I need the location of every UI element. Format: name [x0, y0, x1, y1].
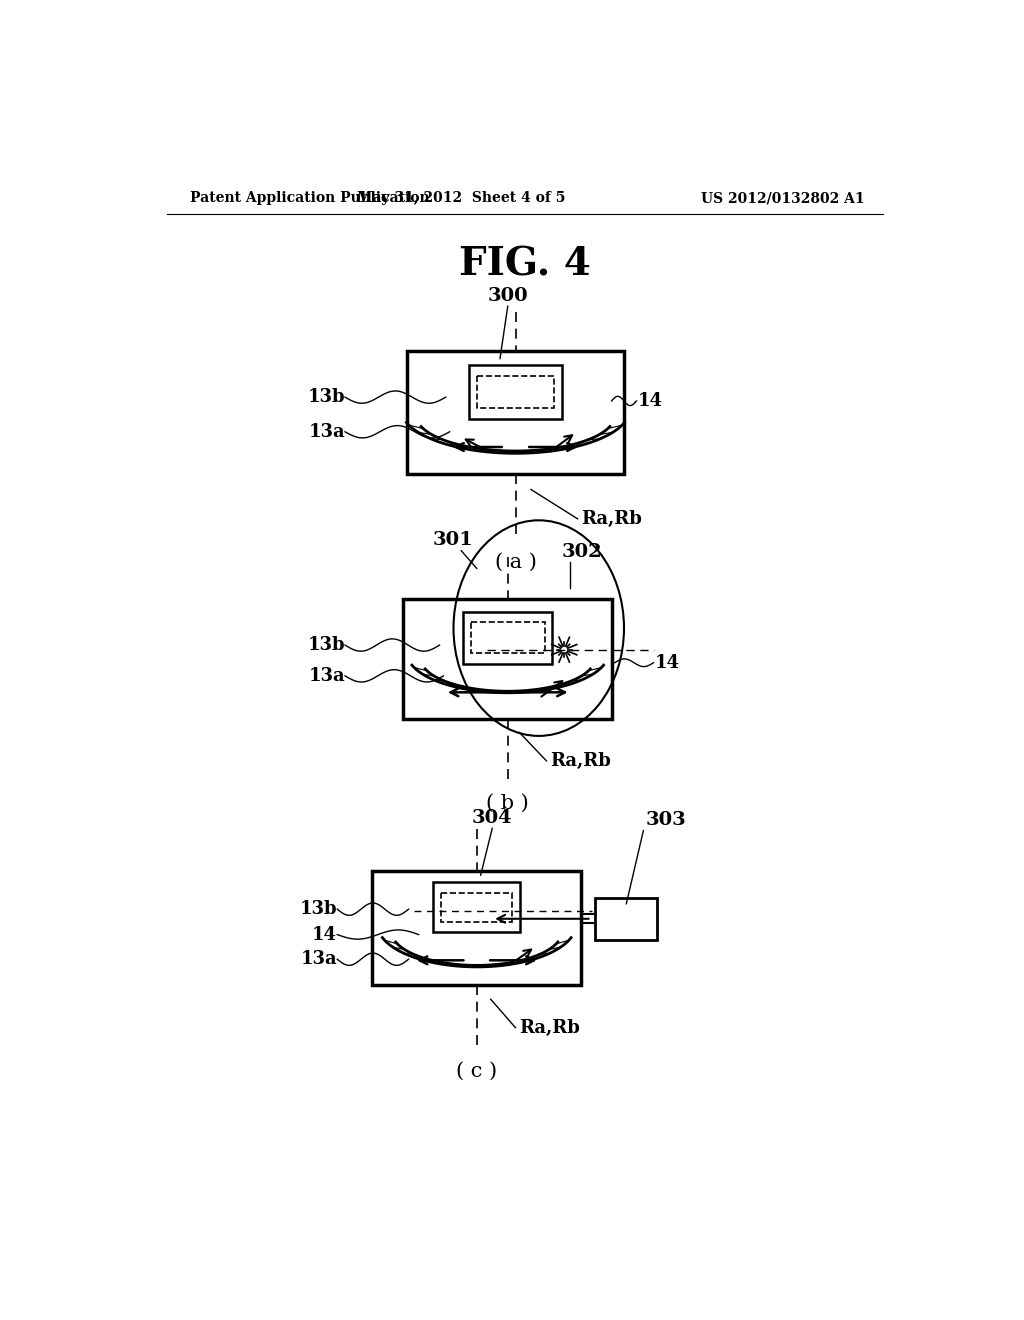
Text: 300: 300: [487, 286, 528, 305]
Bar: [403, 599, 612, 718]
Text: 13b: 13b: [307, 636, 345, 653]
Text: Ra,Rb: Ra,Rb: [550, 752, 611, 770]
Text: ( c ): ( c ): [456, 1063, 498, 1081]
Text: 13a: 13a: [308, 667, 345, 685]
Text: 13a: 13a: [301, 950, 337, 968]
Text: 13b: 13b: [307, 388, 345, 407]
Bar: [372, 871, 582, 985]
Bar: [595, 898, 657, 940]
Text: 304: 304: [472, 809, 513, 826]
Text: 14: 14: [638, 392, 663, 411]
Text: 13b: 13b: [300, 900, 337, 919]
Text: 302: 302: [562, 543, 603, 561]
Bar: [407, 351, 624, 474]
Bar: [441, 892, 512, 921]
Text: 303: 303: [646, 810, 686, 829]
Text: ( b ): ( b ): [486, 793, 529, 813]
Text: Patent Application Publication: Patent Application Publication: [190, 191, 430, 206]
Text: US 2012/0132802 A1: US 2012/0132802 A1: [700, 191, 864, 206]
Text: 14: 14: [655, 653, 680, 672]
Text: FIG. 4: FIG. 4: [459, 246, 591, 284]
Text: May 31, 2012  Sheet 4 of 5: May 31, 2012 Sheet 4 of 5: [357, 191, 565, 206]
Bar: [477, 376, 554, 408]
Text: Ra,Rb: Ra,Rb: [582, 510, 642, 528]
Bar: [471, 622, 545, 653]
Text: 13a: 13a: [308, 422, 345, 441]
Text: 14: 14: [312, 925, 337, 944]
Bar: [469, 364, 562, 418]
Bar: [463, 611, 552, 664]
Text: Ra,Rb: Ra,Rb: [519, 1019, 581, 1036]
Text: 301: 301: [433, 531, 474, 549]
Text: ( a ): ( a ): [495, 553, 537, 572]
Bar: [433, 882, 520, 932]
